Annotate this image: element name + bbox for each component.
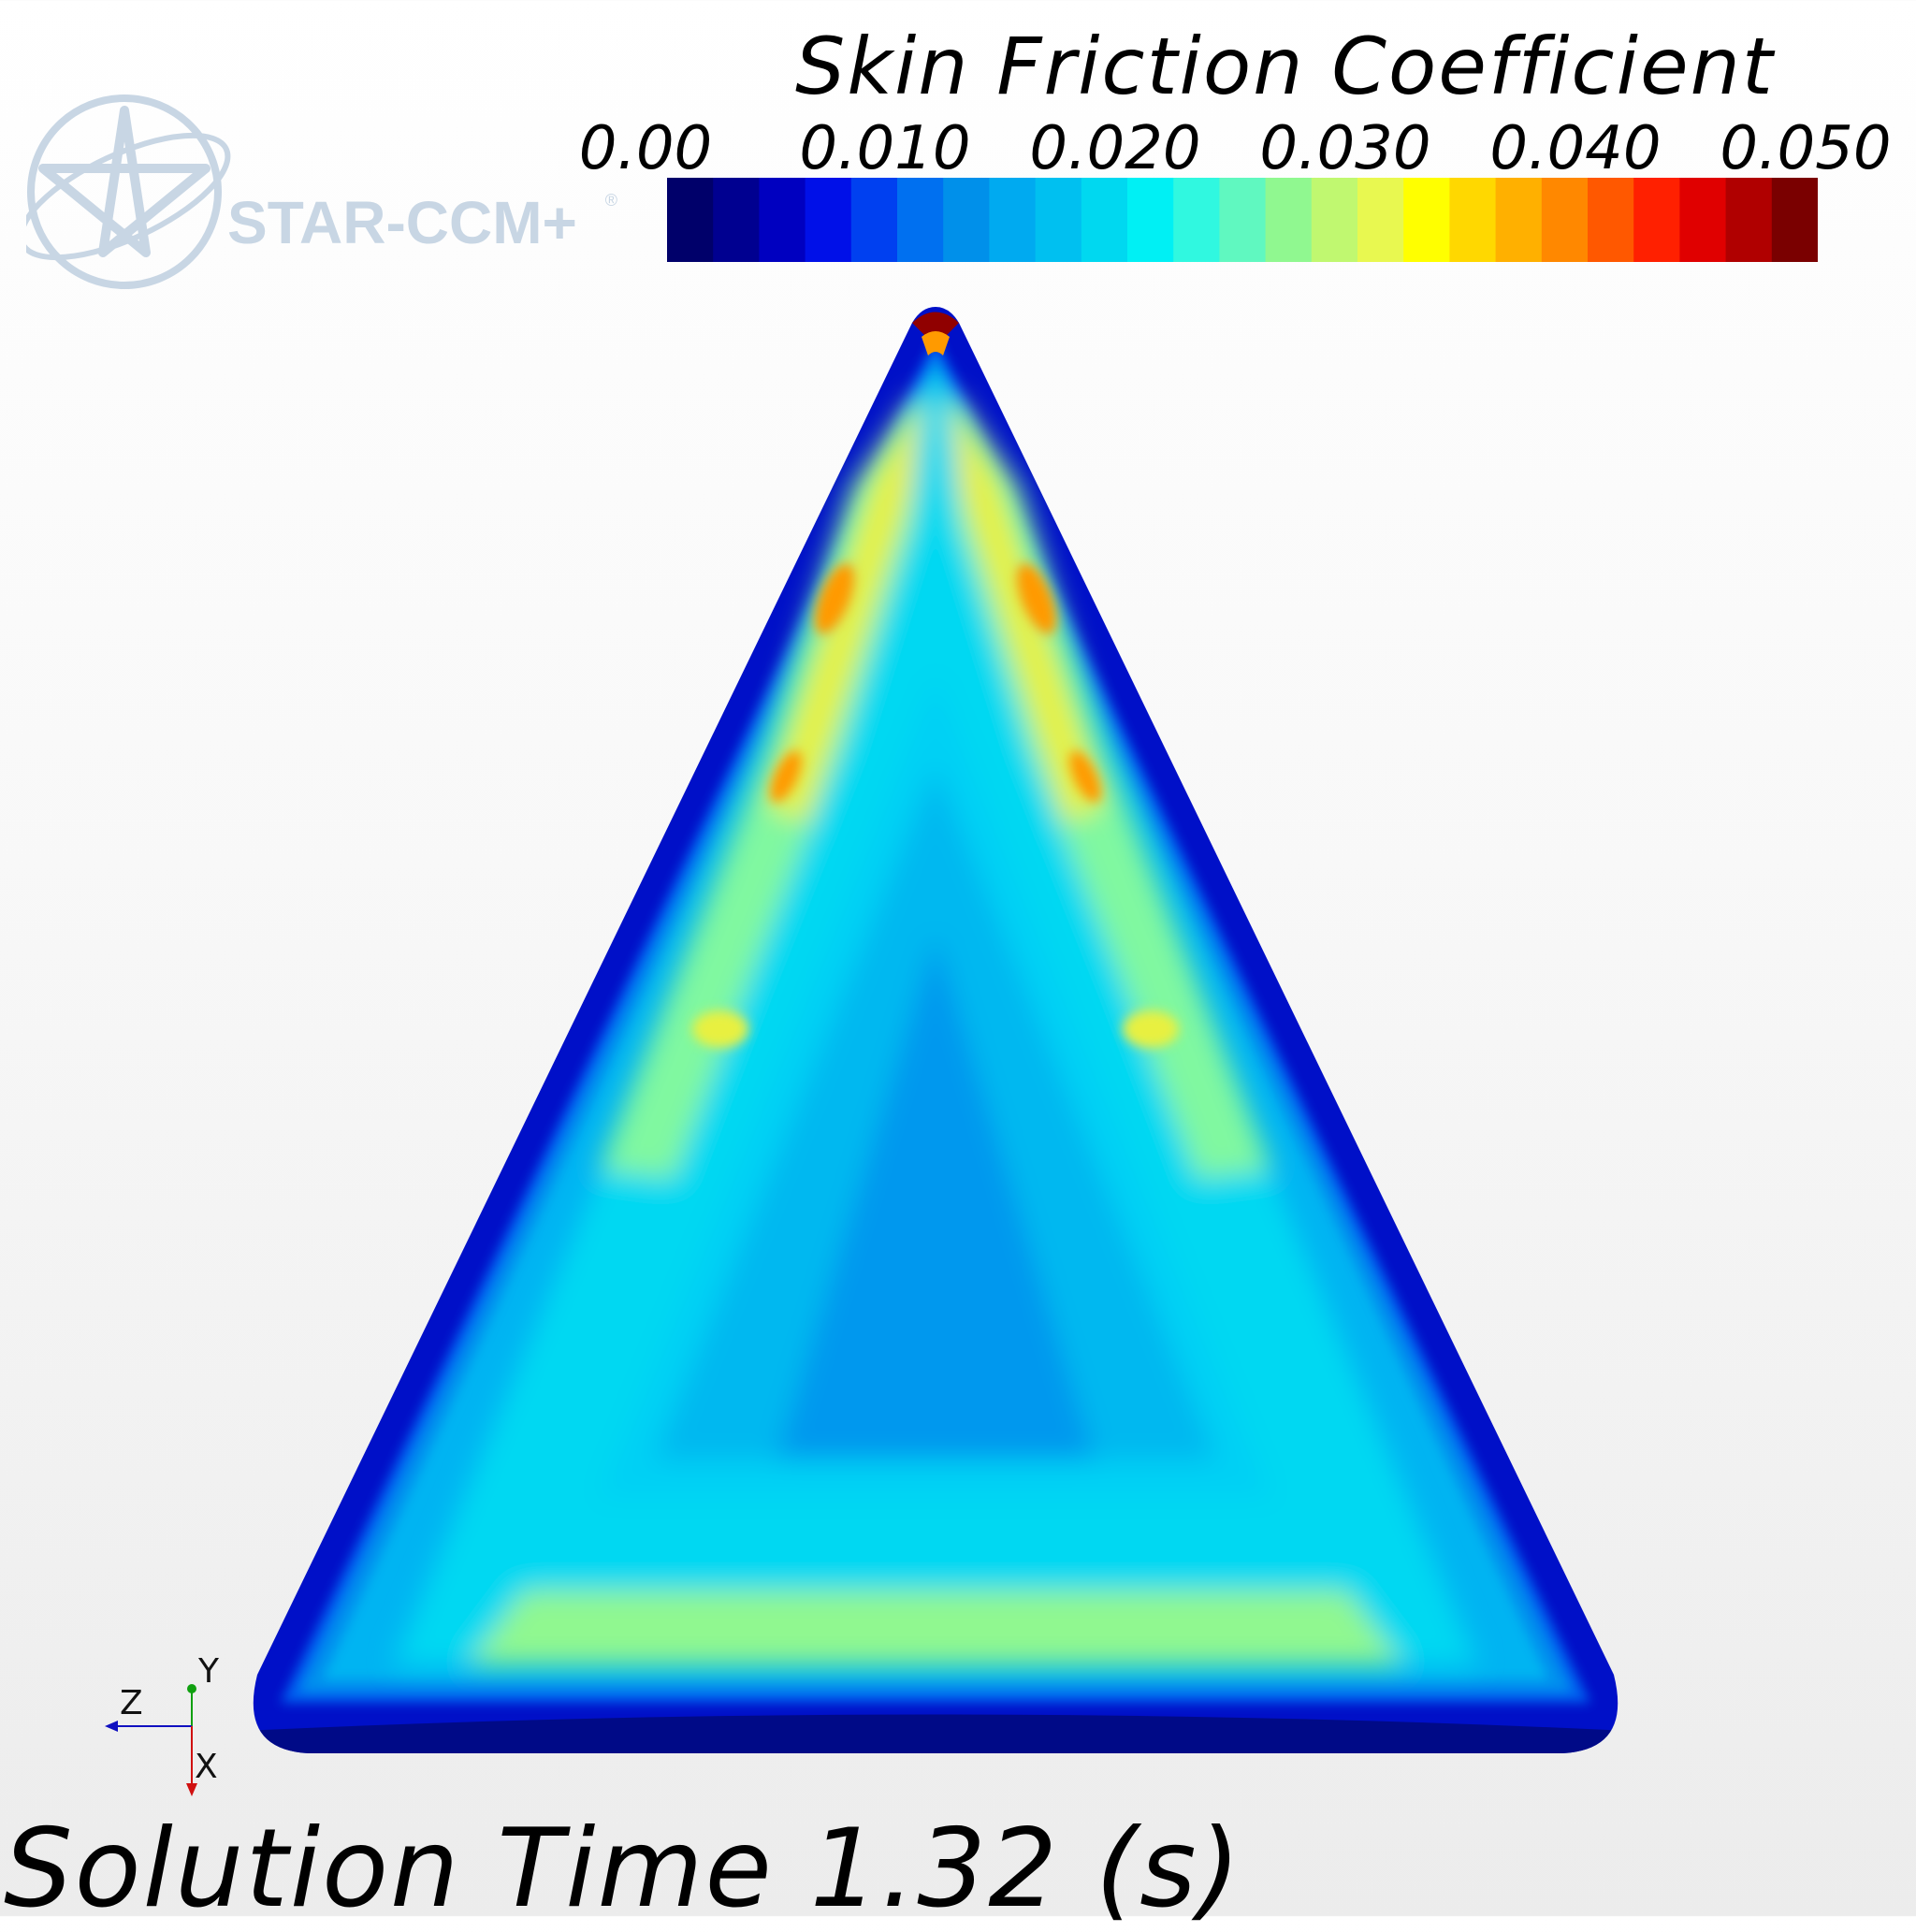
contour-orange-spot [814, 563, 855, 634]
colorbar-swatch [1588, 178, 1634, 262]
y-axis-icon [187, 1684, 196, 1693]
colorbar-swatch [1311, 178, 1358, 262]
colorbar-swatch [1633, 178, 1680, 262]
colorbar-swatch [1541, 178, 1589, 262]
colorbar-swatch [1725, 178, 1773, 262]
colorbar-swatch [1265, 178, 1313, 262]
legend-tick: 0.010 [799, 114, 971, 183]
logo-text: STAR-CCM+ [227, 189, 577, 256]
colorbar-swatch [1127, 178, 1174, 262]
logo-registered: ® [605, 191, 617, 210]
z-axis-icon [105, 1721, 118, 1732]
contour-yellow-spot [692, 1010, 748, 1048]
contour-center-core [777, 936, 1095, 1460]
contour-yellow-spot [1123, 1010, 1179, 1048]
contour-orange-spot [770, 750, 802, 803]
x-axis-label: X [195, 1748, 218, 1786]
colorbar-swatch [1357, 178, 1404, 262]
star-ccm-logo: STAR-CCM+ ® [26, 94, 617, 289]
colorbar-swatch [1403, 178, 1450, 262]
legend-tick: 0.040 [1489, 114, 1662, 183]
star-ccm-logo-icon [26, 94, 231, 289]
colorbar-swatch [805, 178, 852, 262]
legend-title: Skin Friction Coefficient [795, 21, 1775, 112]
colorbar-swatch [1449, 178, 1497, 262]
z-axis-label: Z [120, 1684, 143, 1722]
legend-tick: 0.00 [578, 114, 713, 183]
colorbar-swatch [1495, 178, 1543, 262]
solution-time: Solution Time 1.32 (s) [4, 1806, 1242, 1932]
colorbar-swatch [1081, 178, 1128, 262]
y-axis-label: Y [197, 1652, 220, 1691]
axes-triad: Y Z X [105, 1652, 220, 1796]
contour-apex [912, 312, 959, 356]
x-axis-icon [186, 1783, 197, 1796]
colorbar-swatch [850, 178, 898, 262]
legend-tick: 0.050 [1720, 114, 1892, 183]
contour-bottom-edge-dark [253, 1714, 1618, 1753]
colorbar-swatch [1173, 178, 1220, 262]
contour-orange-spot [1016, 563, 1057, 634]
colorbar-swatch [1219, 178, 1267, 262]
colorbar-swatch [1035, 178, 1082, 262]
colorbar-swatch [943, 178, 990, 262]
legend-colorbar [667, 178, 1818, 262]
colorbar-swatch [1771, 178, 1818, 262]
colorbar-swatch [759, 178, 806, 262]
contour-orange-spot [1069, 750, 1101, 803]
legend-tick: 0.030 [1259, 114, 1431, 183]
contour-green-band-bottom [468, 1591, 1403, 1665]
colorbar-swatch [713, 178, 760, 262]
colorbar-swatch [1679, 178, 1727, 262]
colorbar-swatch [667, 178, 714, 262]
legend-tick: 0.020 [1029, 114, 1201, 183]
contour-field [253, 307, 1618, 1753]
colorbar-swatch [989, 178, 1037, 262]
colorbar-swatch [897, 178, 944, 262]
